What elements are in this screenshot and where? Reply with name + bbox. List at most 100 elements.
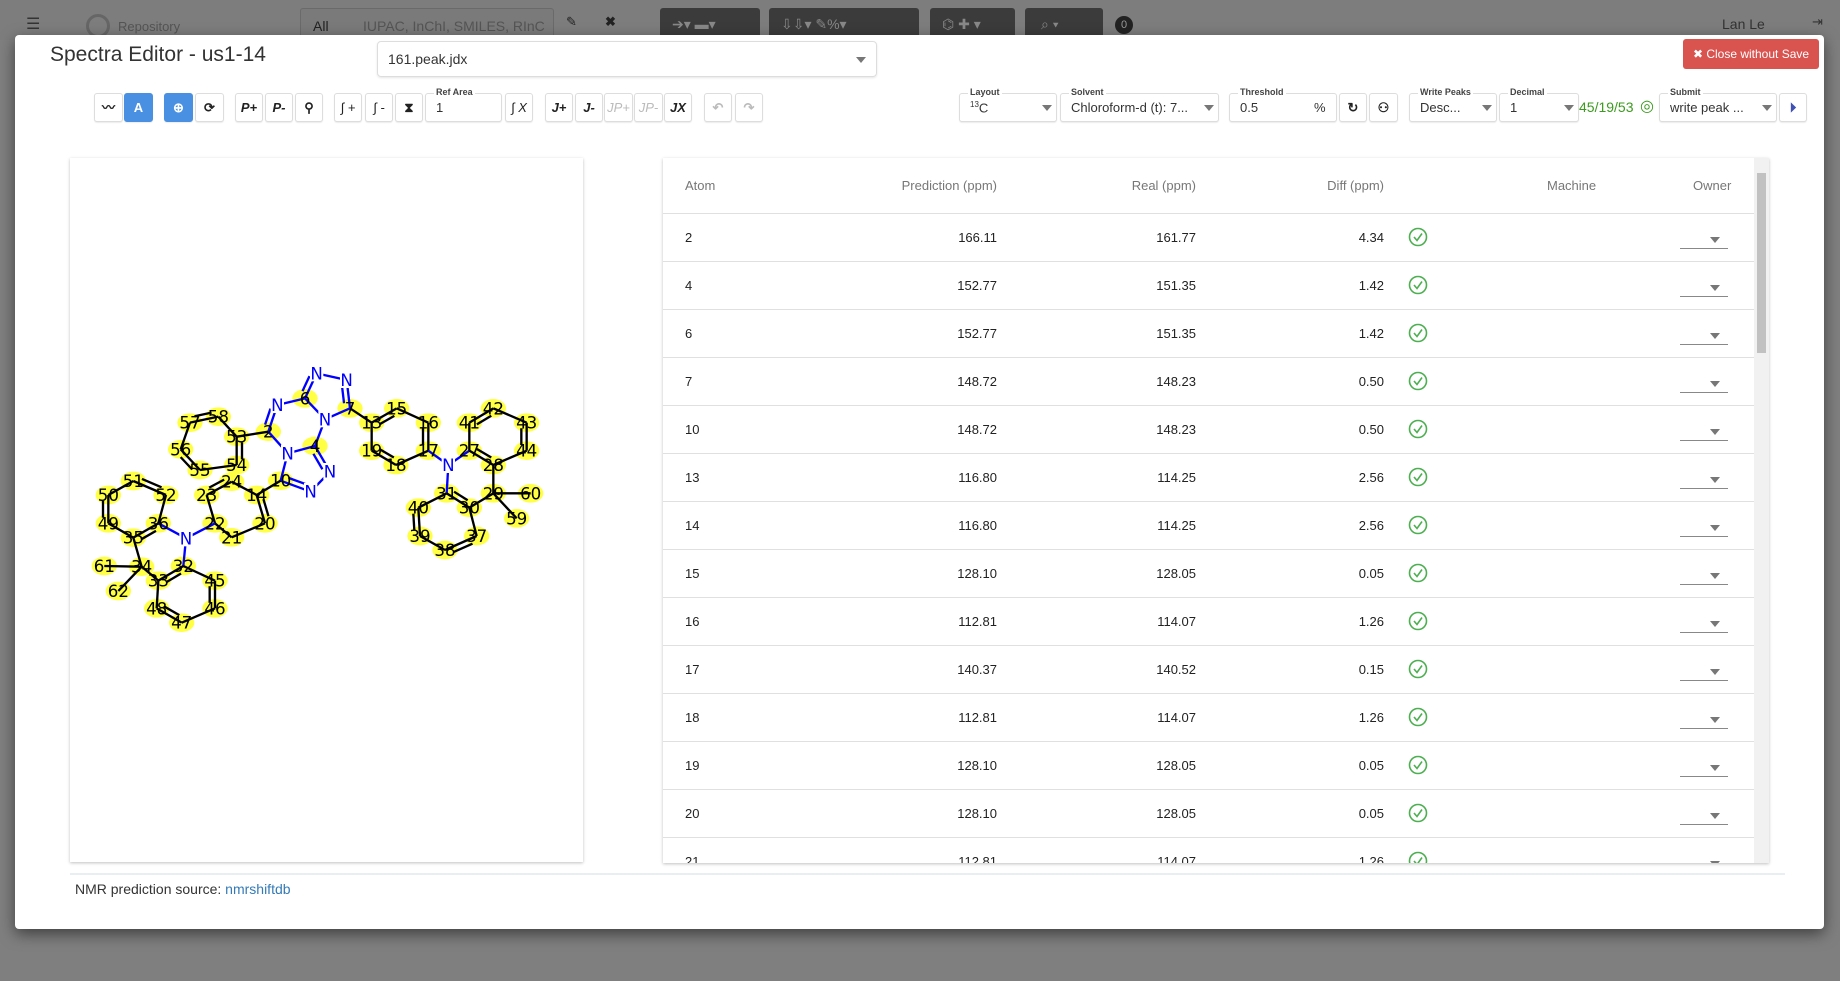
line-view-button[interactable]: 〰 bbox=[94, 93, 123, 122]
owner-select[interactable] bbox=[1680, 755, 1728, 777]
cell-diff: 1.26 bbox=[1358, 710, 1384, 725]
decimal-select[interactable]: Decimal 1 bbox=[1499, 87, 1579, 122]
refresh-threshold-button[interactable]: ↻ bbox=[1339, 93, 1367, 122]
owner-select[interactable] bbox=[1680, 563, 1728, 585]
cell-prediction: 148.72 bbox=[957, 374, 997, 389]
file-select[interactable]: 161.peak.jdx bbox=[377, 41, 877, 77]
clear-integration-button[interactable]: ∫ X bbox=[505, 93, 533, 122]
chevron-down-icon bbox=[1710, 861, 1720, 863]
scrollbar-thumb[interactable] bbox=[1757, 173, 1766, 353]
owner-select[interactable] bbox=[1680, 515, 1728, 537]
atom-number-label: 54 bbox=[226, 456, 247, 475]
cell-real: 114.07 bbox=[1157, 854, 1196, 863]
redo-icon: ↷ bbox=[743, 100, 755, 115]
table-row: 4 152.77 151.35 1.42 bbox=[663, 262, 1754, 310]
cell-real: 114.25 bbox=[1157, 518, 1196, 533]
owner-select[interactable] bbox=[1680, 467, 1728, 489]
owner-select[interactable] bbox=[1680, 371, 1728, 393]
layout-select[interactable]: Layout 13C bbox=[959, 87, 1057, 122]
cell-atom: 13 bbox=[685, 470, 700, 485]
table-row: 21 112.81 114.07 1.26 bbox=[663, 838, 1754, 863]
write-peaks-select[interactable]: Write Peaks Desc... bbox=[1409, 87, 1497, 122]
threshold-input[interactable]: Threshold 0.5% bbox=[1229, 87, 1337, 122]
bond bbox=[492, 492, 518, 520]
peak-count-status: 45/19/53 bbox=[1579, 99, 1634, 115]
remove-multiplet-button[interactable]: J- bbox=[575, 93, 603, 122]
remove-peak-button[interactable]: P- bbox=[265, 93, 293, 122]
add-peak-button[interactable]: P+ bbox=[235, 93, 263, 122]
atom-number-label: 47 bbox=[171, 614, 192, 633]
owner-select[interactable] bbox=[1680, 419, 1728, 441]
table-scrollbar[interactable] bbox=[1754, 158, 1769, 863]
undo-button[interactable]: ↶ bbox=[704, 93, 732, 122]
chevron-down-icon bbox=[1204, 105, 1214, 111]
double-bond bbox=[141, 477, 163, 489]
clear-multiplet-button[interactable]: JX bbox=[664, 93, 692, 122]
add-multiplet-peak-button[interactable]: JP+ bbox=[604, 93, 633, 122]
bond bbox=[214, 522, 233, 539]
nitrogen-atom-label: N bbox=[340, 371, 352, 390]
owner-select[interactable] bbox=[1680, 851, 1728, 863]
bond bbox=[419, 534, 446, 552]
owner-select[interactable] bbox=[1680, 323, 1728, 345]
user-peaks-button[interactable]: ⚇ bbox=[1369, 93, 1398, 122]
user-menu[interactable]: Lan Le bbox=[1722, 16, 1765, 32]
notification-badge[interactable]: 0 bbox=[1115, 16, 1133, 34]
sign-out-icon[interactable]: ⇥ bbox=[1812, 14, 1823, 29]
owner-select[interactable] bbox=[1680, 707, 1728, 729]
cell-diff: 2.56 bbox=[1358, 518, 1384, 533]
check-circle-icon bbox=[1408, 755, 1428, 775]
owner-select[interactable] bbox=[1680, 659, 1728, 681]
menu-icon[interactable]: ☰ bbox=[26, 16, 41, 33]
nitrogen-atom-label: N bbox=[271, 396, 283, 415]
close-icon[interactable]: ✖ bbox=[605, 14, 616, 29]
atom-number-label: 16 bbox=[418, 414, 439, 433]
nitrogen-atom-label: N bbox=[304, 483, 316, 502]
target-icon[interactable]: ◎ bbox=[1640, 98, 1654, 115]
cell-atom: 14 bbox=[685, 518, 700, 533]
owner-select[interactable] bbox=[1680, 803, 1728, 825]
atom-number-label: 45 bbox=[204, 572, 225, 591]
remove-integration-button[interactable]: ∫ - bbox=[365, 93, 393, 122]
ref-area-input[interactable]: Ref Area 1 bbox=[425, 87, 502, 122]
zoom-in-button[interactable]: ⊕ bbox=[164, 93, 193, 122]
bond bbox=[492, 407, 528, 424]
check-circle-icon bbox=[1408, 803, 1428, 823]
double-bond bbox=[262, 498, 270, 517]
redo-button[interactable]: ↷ bbox=[735, 93, 763, 122]
chevron-down-icon bbox=[1710, 669, 1720, 675]
add-multiplet-button[interactable]: J+ bbox=[545, 93, 573, 122]
submit-button[interactable]: ⏵ bbox=[1779, 93, 1807, 122]
chevron-down-icon bbox=[1710, 285, 1720, 291]
cell-diff: 1.26 bbox=[1358, 614, 1384, 629]
nmrshiftdb-link[interactable]: nmrshiftdb bbox=[225, 881, 291, 897]
decimal-value: 1 bbox=[1510, 100, 1518, 115]
set-integration-button[interactable]: ⧗ bbox=[395, 93, 423, 122]
bond bbox=[179, 448, 201, 471]
close-without-save-button[interactable]: ✖ Close without Save bbox=[1683, 39, 1819, 69]
owner-select[interactable] bbox=[1680, 227, 1728, 249]
solvent-select[interactable]: Solvent Chloroform-d (t): 7... bbox=[1060, 87, 1219, 122]
cell-atom: 4 bbox=[685, 278, 693, 293]
zoom-reset-button[interactable]: ⟳ bbox=[195, 93, 224, 122]
solvent-value: Chloroform-d (t): 7... bbox=[1071, 100, 1189, 115]
chevron-down-icon bbox=[1710, 237, 1720, 243]
atom-background bbox=[281, 444, 295, 462]
check-circle-icon bbox=[1408, 371, 1428, 391]
remove-multiplet-peak-button[interactable]: JP- bbox=[634, 93, 663, 122]
cell-real: 114.07 bbox=[1157, 614, 1196, 629]
add-integration-button[interactable]: ∫ + bbox=[334, 93, 362, 122]
search-scope-dropdown[interactable]: All bbox=[313, 18, 329, 34]
search-input[interactable]: IUPAC, InChI, SMILES, RInC bbox=[363, 18, 545, 34]
peak-label-button[interactable]: A bbox=[124, 93, 153, 122]
atom-number-label: 6 bbox=[300, 389, 311, 408]
bond bbox=[107, 522, 134, 539]
bond bbox=[132, 479, 167, 497]
collection-dropdown[interactable]: Repository bbox=[118, 19, 181, 34]
submit-select[interactable]: Submit write peak ... bbox=[1659, 87, 1777, 122]
pencil-icon[interactable]: ✎ bbox=[566, 14, 577, 29]
owner-select[interactable] bbox=[1680, 611, 1728, 633]
owner-select[interactable] bbox=[1680, 275, 1728, 297]
set-reference-button[interactable]: ⚲ bbox=[295, 93, 323, 122]
cell-real: 148.23 bbox=[1156, 422, 1196, 437]
